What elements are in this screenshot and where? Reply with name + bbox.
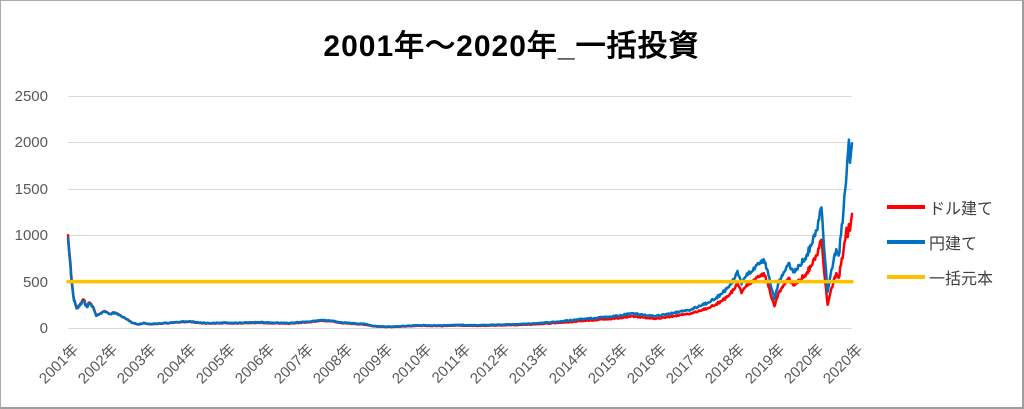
legend-label: ドル建て bbox=[929, 201, 994, 218]
plot-area: 0 500 1000 1500 2000 2500 2001年 2002年 2003年 2004年… bbox=[15, 89, 867, 387]
legend-label: 一括元本 bbox=[929, 271, 994, 288]
y-gridline bbox=[68, 96, 852, 97]
y-axis-tick-label: 1500 bbox=[14, 180, 48, 198]
legend-line-swatch bbox=[887, 205, 925, 209]
y-axis-tick-label: 0 bbox=[39, 320, 48, 337]
chart-title: 2001年〜2020年_一括投資 bbox=[323, 30, 700, 63]
y-axis-tick-label: 500 bbox=[22, 273, 48, 291]
y-axis-tick-label: 1000 bbox=[14, 227, 48, 245]
legend-item: ドル建て bbox=[887, 195, 993, 219]
y-gridline bbox=[68, 188, 852, 190]
y-gridline bbox=[68, 142, 852, 144]
series-dollar-line bbox=[66, 212, 854, 329]
series-yen-line bbox=[66, 138, 854, 329]
series-plot-canvas bbox=[66, 138, 854, 329]
y-axis-tick-label: 2000 bbox=[14, 134, 48, 152]
legend-line-swatch bbox=[887, 275, 925, 279]
y-gridline bbox=[68, 235, 852, 237]
legend-line-swatch bbox=[887, 240, 925, 244]
y-gridline bbox=[68, 328, 852, 329]
legend-item: 円建て bbox=[887, 230, 993, 254]
legend: ドル建て円建て一括元本 bbox=[887, 195, 993, 300]
legend-label: 円建て bbox=[929, 236, 978, 253]
legend-item: 一括元本 bbox=[887, 265, 993, 289]
y-axis-tick-label: 2500 bbox=[14, 88, 48, 105]
